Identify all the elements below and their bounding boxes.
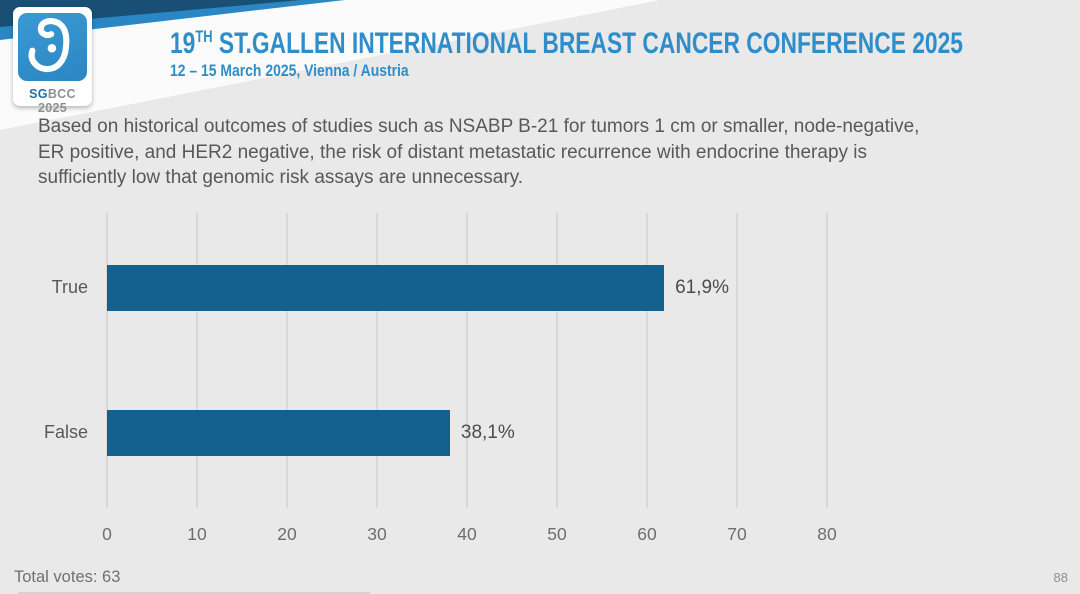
x-tick-label: 40: [457, 524, 477, 544]
sgbcc-ribbon-glyph-icon: [28, 18, 70, 73]
x-gridline: [646, 213, 648, 508]
x-tick-label: 30: [367, 524, 387, 544]
x-gridline: [736, 213, 738, 508]
sgbcc-logo-text: SGBCC 2025: [13, 87, 92, 115]
category-label: True: [51, 277, 88, 297]
x-gridline: [196, 213, 198, 508]
x-gridline: [286, 213, 288, 508]
title-rest: ST.GALLEN INTERNATIONAL BREAST CANCER CO…: [212, 27, 963, 60]
x-tick-label: 60: [637, 524, 657, 544]
sgbcc-logo-card: SGBCC 2025: [13, 7, 92, 115]
poll-question: Based on historical outcomes of studies …: [38, 116, 920, 188]
title-prefix: 19: [170, 27, 196, 60]
x-gridline: [556, 213, 558, 508]
x-gridline: [376, 213, 378, 508]
footer-divider: [18, 592, 370, 594]
x-tick-label: 50: [547, 524, 567, 544]
poll-bar: [107, 265, 665, 311]
x-tick-label: 70: [727, 524, 747, 544]
x-gridline: [826, 213, 828, 508]
conference-title: 19TH ST.GALLEN INTERNATIONAL BREAST CANC…: [170, 27, 963, 61]
logo-text-rest: BCC 2025: [37, 87, 76, 115]
poll-bar: [107, 410, 450, 456]
x-tick-label: 80: [817, 524, 837, 544]
x-gridline: [466, 213, 468, 508]
value-label: 61,9%: [675, 277, 729, 298]
x-gridline: [106, 213, 108, 508]
x-tick-label: 10: [187, 524, 207, 544]
x-tick-label: 20: [277, 524, 297, 544]
sgbcc-logo-icon: [18, 13, 87, 81]
value-label: 38,1%: [460, 422, 515, 443]
conference-subtitle: 12 – 15 March 2025, Vienna / Austria: [170, 61, 409, 80]
title-ordinal: TH: [195, 27, 213, 46]
x-tick-label: 0: [102, 524, 112, 544]
slide-number: 88: [1053, 570, 1068, 585]
logo-text-sg: SG: [29, 87, 48, 101]
category-label: False: [43, 422, 88, 442]
total-votes: Total votes: 63: [14, 568, 121, 586]
